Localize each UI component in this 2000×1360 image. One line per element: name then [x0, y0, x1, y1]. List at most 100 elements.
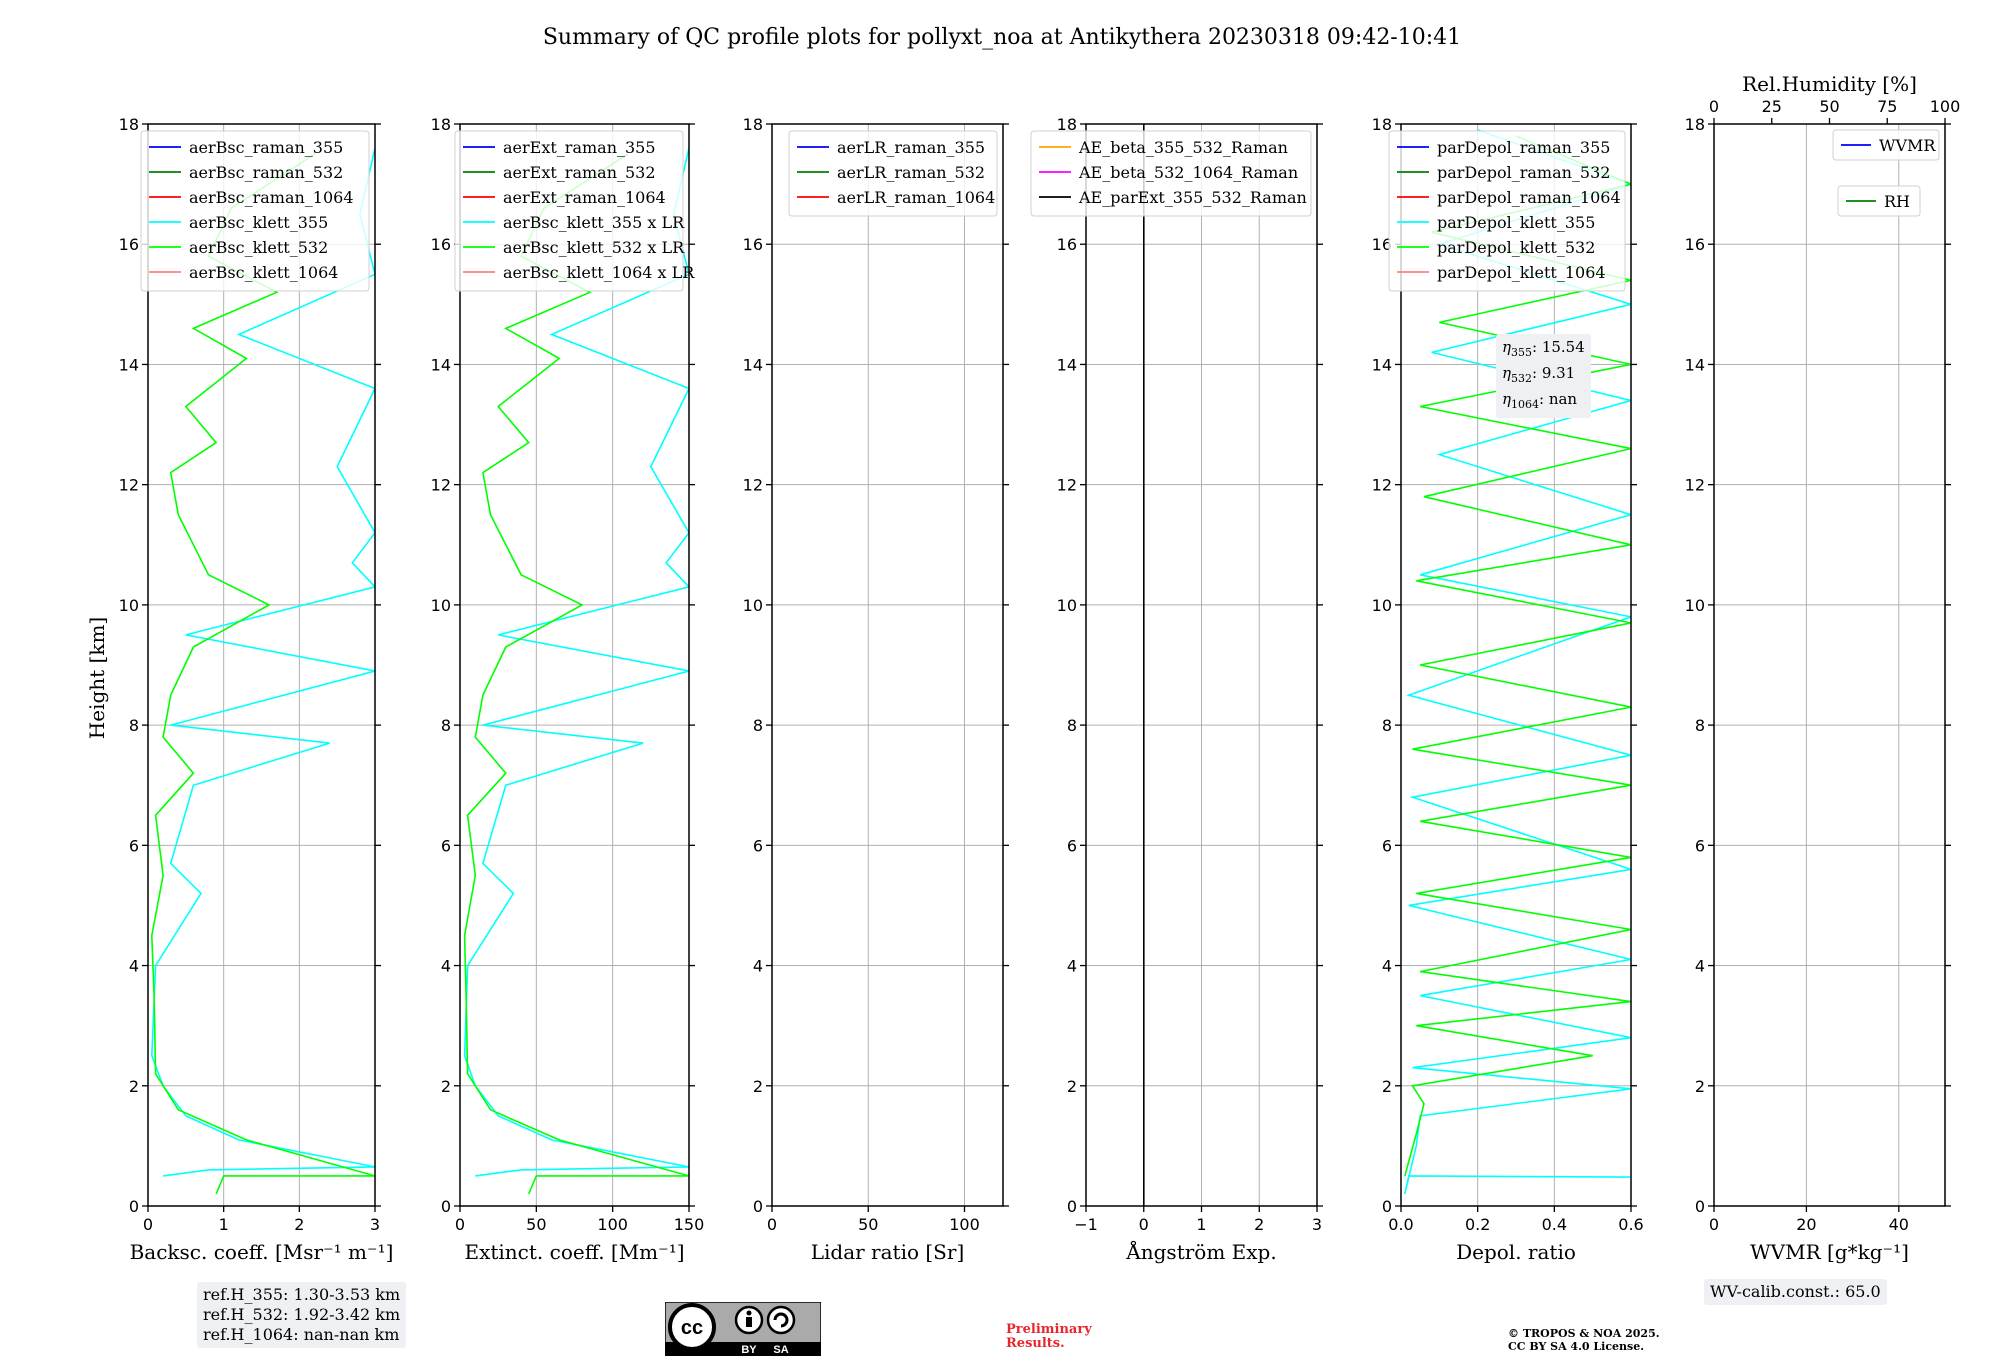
x-tick-label: 3: [1312, 1215, 1322, 1234]
preliminary-line-2: Results.: [1006, 1336, 1065, 1351]
y-tick-label: 8: [1382, 716, 1392, 735]
cc-icon: [668, 1303, 716, 1351]
y-tick-label: 14: [431, 355, 451, 374]
by-label: BY: [741, 1344, 757, 1356]
axes-frame: [1400, 123, 1632, 1207]
panel-2: 0 2 4 6 8 10 12 14 16 18 0 50 100 150 Extinct. coeff. …: [431, 115, 705, 1264]
y-tick-label: 18: [1372, 115, 1392, 134]
y-tick-label: 4: [441, 957, 451, 976]
legend-label: aerBsc_klett_532: [189, 238, 328, 257]
legend-label: aerBsc_klett_1064: [189, 263, 338, 282]
y-tick-label: 2: [1695, 1077, 1705, 1096]
y-tick-label: 10: [431, 596, 451, 615]
y-tick-label: 10: [119, 596, 139, 615]
y-tick-label: 6: [129, 836, 139, 855]
x2-axis-label: Rel.Humidity [%]: [1742, 72, 1917, 96]
x-tick-label: −1: [1074, 1215, 1098, 1234]
preliminary-note: Preliminary Results.: [1006, 1323, 1092, 1351]
x-tick-label: 2: [294, 1215, 304, 1234]
y-tick-label: 0: [1382, 1197, 1392, 1216]
y-tick-label: 0: [129, 1197, 139, 1216]
y-tick-label: 2: [1382, 1077, 1392, 1096]
cc-icon-text: cc: [681, 1317, 703, 1339]
copyright-note: © TROPOS & NOA 2025. CC BY SA 4.0 Licens…: [1508, 1327, 1660, 1353]
x-axis-label: Extinct. coeff. [Mm⁻¹]: [464, 1240, 684, 1264]
y-tick-label: 6: [441, 836, 451, 855]
y-tick-label: 0: [441, 1197, 451, 1216]
legend-box: [1832, 129, 1940, 161]
y-tick-label: 18: [1057, 115, 1077, 134]
legend-label: AE_parExt_355_532_Raman: [1078, 188, 1307, 207]
legend-label: aerBsc_klett_355 x LR: [503, 213, 685, 232]
y-tick-label: 4: [1695, 957, 1705, 976]
y-tick-label: 18: [1685, 115, 1705, 134]
legend-label: WVMR: [1879, 136, 1936, 155]
y-tick-label: 16: [743, 235, 763, 254]
y-tick-label: 8: [1695, 716, 1705, 735]
x-tick-label: 0.6: [1618, 1215, 1643, 1234]
legend-box: [1388, 130, 1626, 292]
x-axis-label: WVMR [g*kg⁻¹]: [1750, 1240, 1909, 1264]
y-tick-label: 14: [119, 355, 139, 374]
y-tick-label: 0: [753, 1197, 763, 1216]
series-line-4: [150, 147, 375, 1177]
y-tick-label: 4: [1382, 957, 1392, 976]
legend-label: aerBsc_klett_355: [189, 213, 328, 232]
axes-frame: [147, 123, 376, 1207]
y-tick-label: 10: [1685, 596, 1705, 615]
figure-title: Summary of QC profile plots for pollyxt_…: [543, 25, 1461, 50]
x-tick-label: 0.4: [1542, 1215, 1567, 1234]
x-tick-label: 0: [767, 1215, 777, 1234]
legend-label: AE_beta_532_1064_Raman: [1078, 163, 1298, 182]
x2-tick-label: 0: [1709, 97, 1719, 116]
x-axis-label: Backsc. coeff. [Msr⁻¹ m⁻¹]: [130, 1240, 394, 1264]
x-tick-label: 150: [674, 1215, 705, 1234]
x-tick-label: 2: [1254, 1215, 1264, 1234]
sa-label: SA: [773, 1344, 788, 1356]
y-tick-label: 16: [431, 235, 451, 254]
y-tick-label: 14: [1057, 355, 1077, 374]
y-tick-label: 12: [431, 476, 451, 495]
copyright-line-2: CC BY SA 4.0 License.: [1508, 1340, 1645, 1353]
legend-label: aerLR_raman_355: [837, 138, 985, 157]
y-tick-label: 8: [1067, 716, 1077, 735]
legend-box: [788, 130, 998, 217]
legend-label: AE_beta_355_532_Raman: [1078, 138, 1288, 157]
y-tick-label: 12: [1057, 476, 1077, 495]
ref-height-1064: ref.H_1064: nan-nan km: [203, 1325, 400, 1344]
legend-label: aerBsc_raman_1064: [189, 188, 354, 207]
eta-532: η532: 9.31: [1502, 364, 1576, 385]
y-tick-label: 12: [1685, 476, 1705, 495]
legend-label: aerExt_raman_532: [503, 163, 656, 182]
axes-frame: [1713, 123, 1946, 1207]
y-tick-label: 6: [1067, 836, 1077, 855]
y-tick-label: 6: [1695, 836, 1705, 855]
sa-icon: [766, 1305, 796, 1335]
legend-label: parDepol_raman_532: [1437, 163, 1610, 182]
y-tick-label: 4: [1067, 957, 1077, 976]
y-tick-label: 10: [1057, 596, 1077, 615]
legend-label: parDepol_klett_1064: [1437, 263, 1606, 282]
y-tick-label: 4: [129, 957, 139, 976]
x-tick-label: 0.2: [1465, 1215, 1490, 1234]
x-tick-label: 3: [370, 1215, 380, 1234]
legend-box: [140, 130, 370, 292]
legend-label: parDepol_raman_1064: [1437, 188, 1621, 207]
legend-label: parDepol_raman_355: [1437, 138, 1610, 157]
x-tick-label: 20: [1796, 1215, 1816, 1234]
y-tick-label: 8: [441, 716, 451, 735]
y-tick-label: 18: [743, 115, 763, 134]
y-tick-label: 16: [1685, 235, 1705, 254]
preliminary-line-1: Preliminary: [1006, 1322, 1092, 1337]
x-tick-label: 0: [1139, 1215, 1149, 1234]
x-tick-label: 0: [143, 1215, 153, 1234]
x-tick-label: 1: [1196, 1215, 1206, 1234]
legend-label: aerLR_raman_532: [837, 163, 985, 182]
x-tick-label: 50: [858, 1215, 878, 1234]
x-tick-label: 1: [219, 1215, 229, 1234]
y-tick-label: 2: [753, 1077, 763, 1096]
x-tick-label: 40: [1889, 1215, 1909, 1234]
y-tick-label: 2: [129, 1077, 139, 1096]
